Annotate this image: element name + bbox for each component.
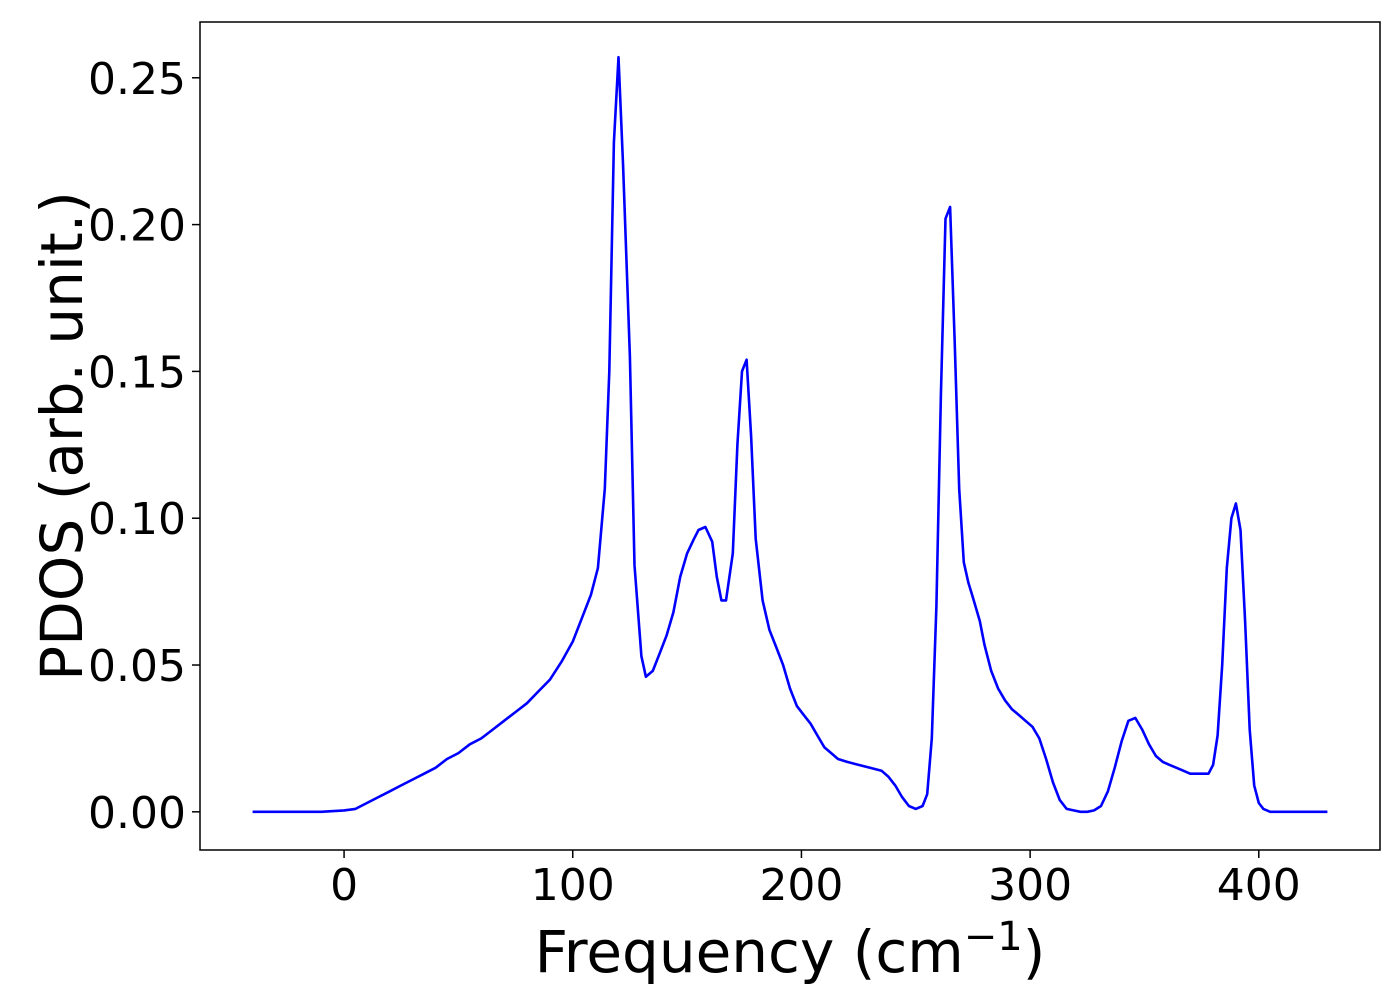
x-axis-ticks: 0 100 200 300 400 [330, 850, 1301, 911]
y-axis-ticks: 0.00 0.05 0.10 0.15 0.20 0.25 [88, 54, 200, 839]
x-tick-label: 400 [1217, 860, 1301, 911]
plot-frame [199, 21, 1381, 851]
y-tick-label: 0.05 [88, 641, 186, 692]
x-axis-label: Frequency (cm−1) [535, 914, 1046, 986]
x-tick-label: 200 [759, 860, 843, 911]
y-axis-label: PDOS (arb. unit.) [28, 191, 96, 681]
x-tick-label: 0 [330, 860, 358, 911]
y-tick-label: 0.20 [88, 201, 186, 252]
y-tick-label: 0.00 [88, 788, 186, 839]
y-tick-label: 0.25 [88, 54, 186, 105]
x-tick-label: 100 [531, 860, 615, 911]
x-tick-label: 300 [988, 860, 1072, 911]
y-tick-label: 0.15 [88, 347, 186, 398]
pdos-series-line [252, 55, 1328, 814]
y-tick-label: 0.10 [88, 494, 186, 545]
